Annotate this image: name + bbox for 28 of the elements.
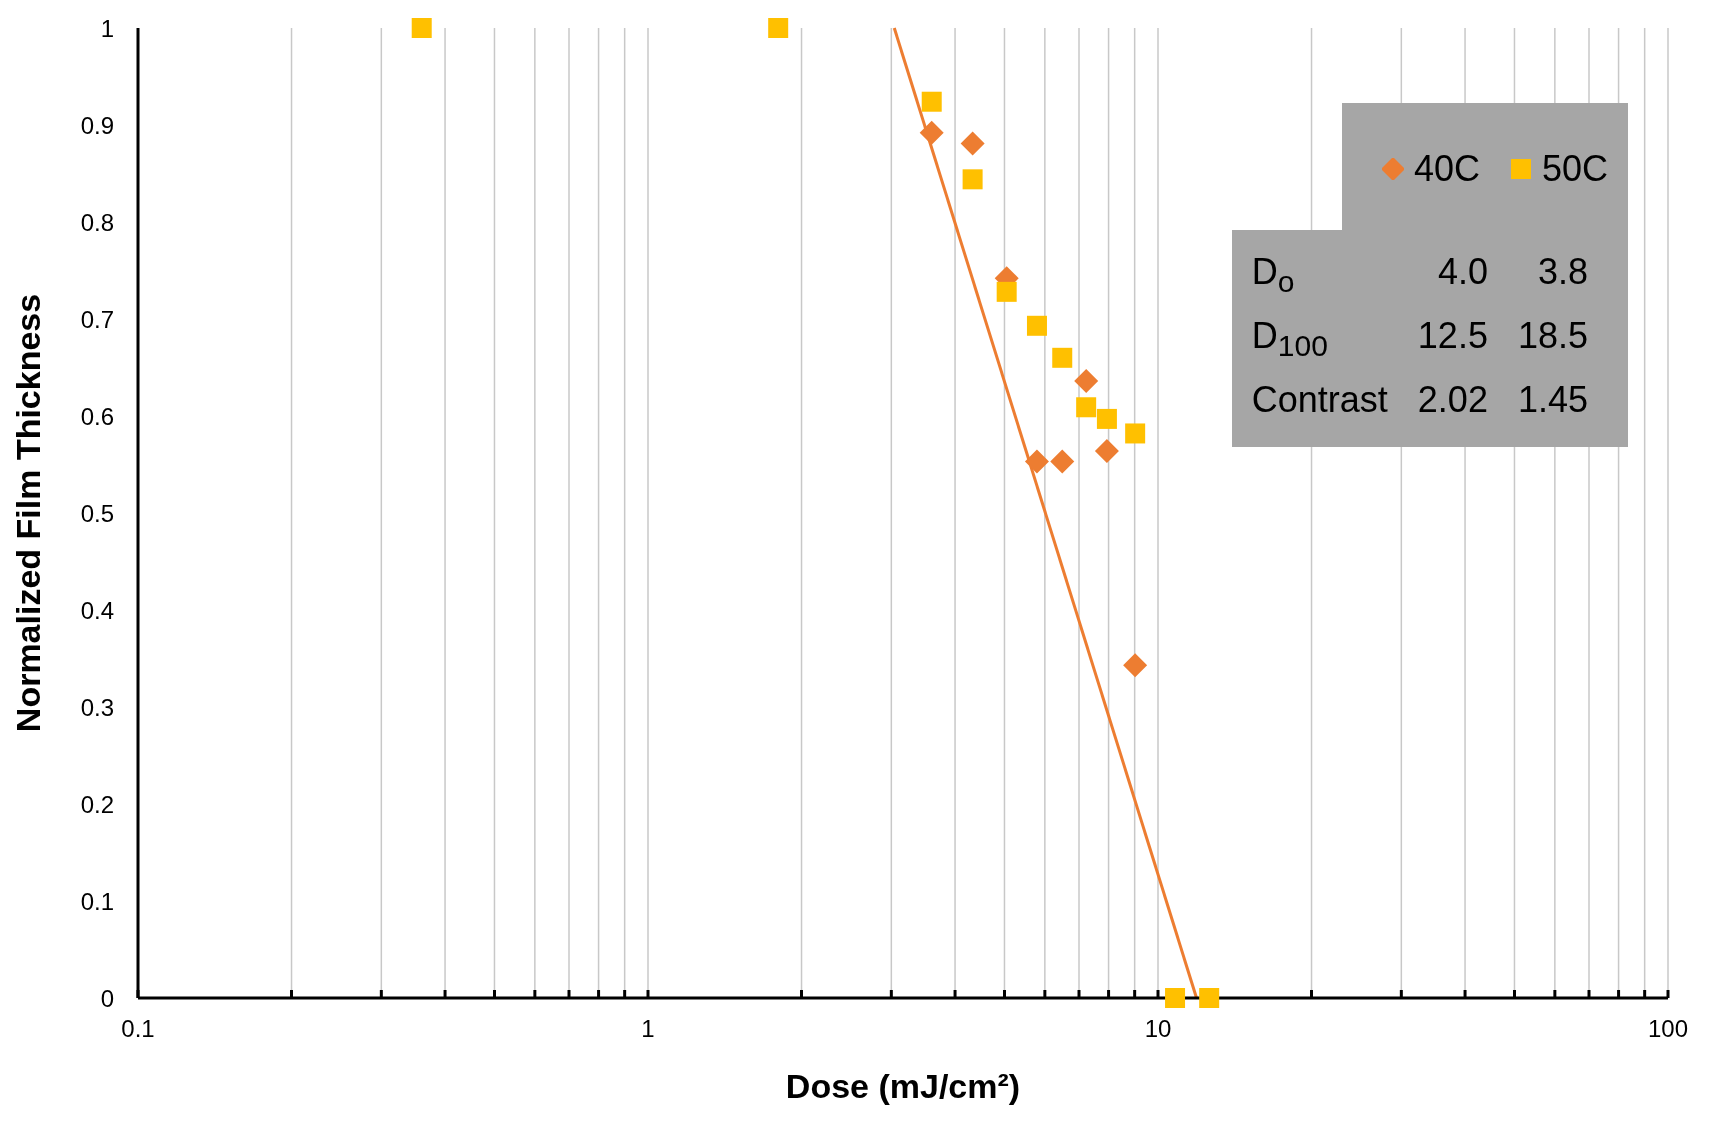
y-tick-label: 0.9 <box>80 111 114 139</box>
y-tick-label: 1 <box>100 14 114 42</box>
y-tick-label: 0.6 <box>80 402 114 430</box>
annotation: 4.0 <box>1436 250 1488 294</box>
y-tick-label: 0.4 <box>80 596 114 624</box>
y-tick-label: 0.7 <box>80 305 114 333</box>
legend-label: 40C <box>1413 148 1480 190</box>
annotation: D$_{100}$ <box>1251 314 1329 365</box>
annotation: 12.5 <box>1417 314 1488 359</box>
annotation: 1.45 <box>1517 378 1588 423</box>
annotation: 2.02 <box>1417 378 1488 423</box>
annotation: Contrast <box>1251 378 1388 423</box>
y-tick-label: 0 <box>100 984 114 1012</box>
y-tick-label: 0.2 <box>80 790 114 818</box>
x-axis-title: Dose (mJ/cm²) <box>785 1067 1021 1105</box>
y-tick-label: 0.1 <box>80 887 114 915</box>
x-tick-label: 100 <box>1647 1015 1689 1043</box>
x-tick-label: 1 <box>641 1015 655 1043</box>
x-tick-label: 10 <box>1144 1015 1172 1043</box>
y-tick-label: 0.8 <box>80 208 114 236</box>
x-tick-label: 0.1 <box>121 1015 155 1043</box>
y-tick-label: 0.3 <box>80 693 114 721</box>
legend-label: 50C <box>1541 148 1608 190</box>
annotation: 3.8 <box>1536 250 1588 294</box>
annotation: 18.5 <box>1517 314 1588 359</box>
annotation: D$_{o}$ <box>1251 250 1296 301</box>
y-axis-title: Normalized Film Thickness <box>9 293 48 733</box>
y-tick-label: 0.5 <box>80 499 114 527</box>
